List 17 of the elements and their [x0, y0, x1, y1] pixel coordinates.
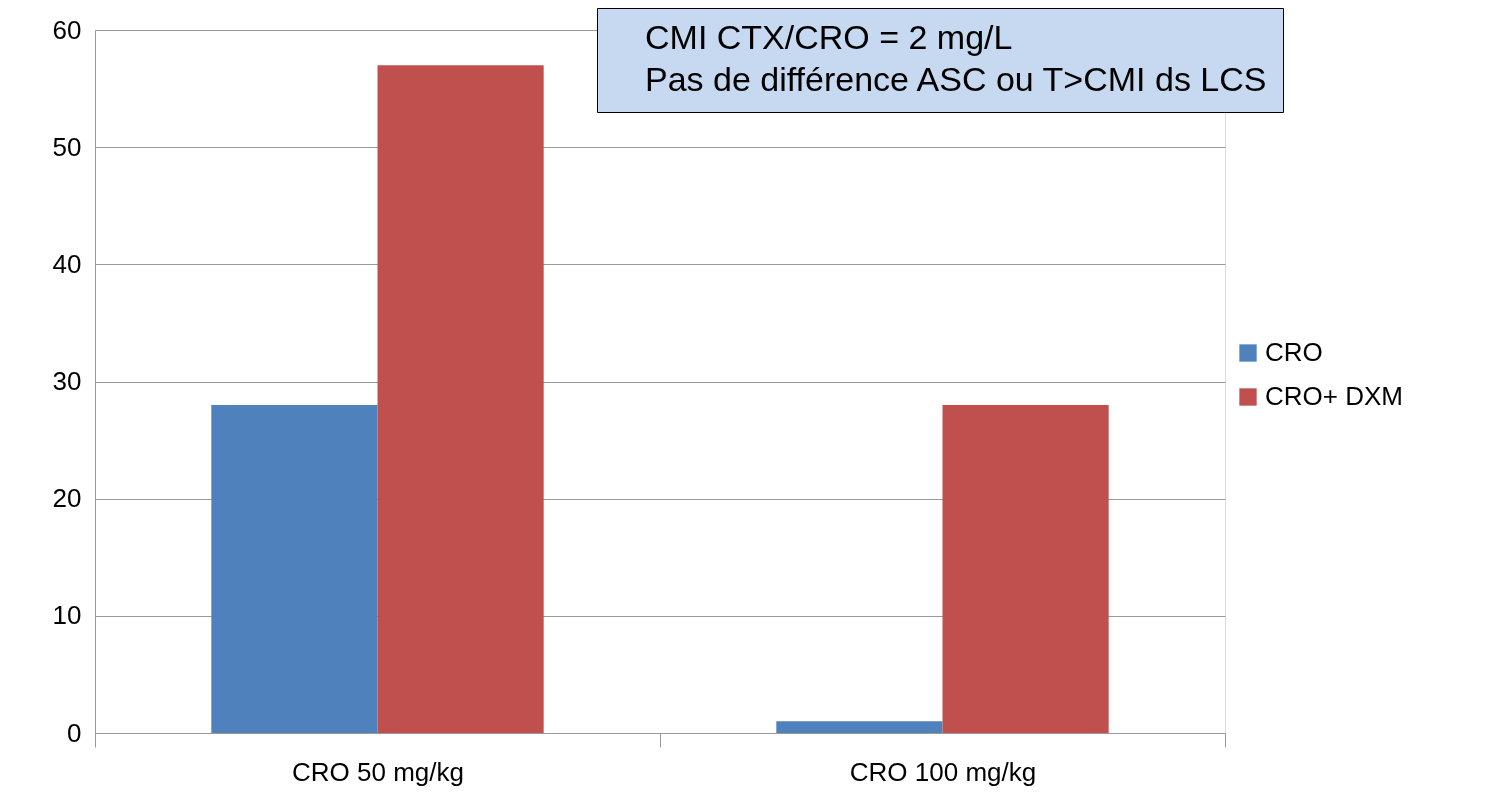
y-tick-label: 40	[52, 248, 82, 279]
legend-label: CRO+ DXM	[1265, 381, 1403, 411]
y-tick-label: 60	[52, 14, 82, 45]
bar	[211, 404, 378, 733]
x-tick-label: CRO 100 mg/kg	[849, 756, 1037, 787]
y-tick-label: 20	[52, 483, 82, 514]
y-tick-label: 10	[52, 600, 82, 631]
bar	[377, 65, 544, 733]
annotation: Pas de différence ASC ou T>CMI ds LCS	[645, 60, 1267, 98]
bar	[942, 404, 1109, 733]
annotation: CMI CTX/CRO = 2 mg/L	[645, 18, 1013, 56]
legend-label: CRO	[1265, 337, 1323, 367]
y-tick-label: 30	[52, 366, 82, 396]
x-tick-label: CRO 50 mg/kg	[292, 756, 464, 787]
bar	[776, 721, 943, 733]
y-tick-label: 50	[52, 131, 82, 162]
y-tick-label: 0	[67, 717, 82, 748]
